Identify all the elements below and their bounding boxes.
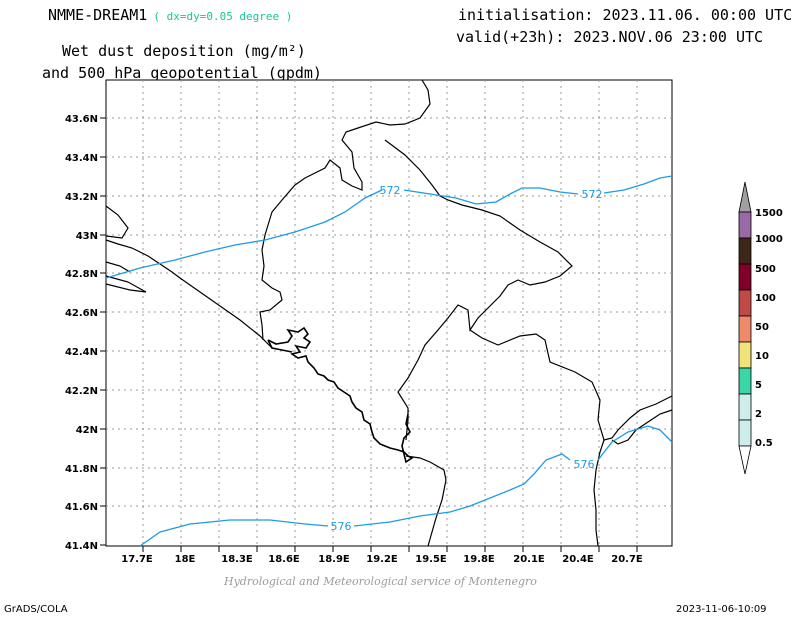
lat-label: 41.6N [65,502,98,513]
lat-label: 41.8N [65,464,98,475]
contour-label: 572 [582,188,603,201]
coastline [267,326,414,464]
initialisation-time: initialisation: 2023.11.06. 00:00 UTC [458,6,793,24]
legend-label: 5 [755,380,762,391]
lon-label: 19.5E [415,554,447,565]
legend-colorbar [738,181,752,475]
lon-label: 18.9E [318,554,350,565]
lon-label: 18.6E [268,554,300,565]
lat-label: 43.2N [65,192,98,203]
lat-label: 43.4N [65,153,98,164]
legend-swatch-top [738,181,752,213]
lat-label: 42.6N [65,308,98,319]
legend-swatch [738,393,752,421]
legend-label: 2 [755,409,762,420]
country-borders [105,79,673,547]
lat-label: 42N [76,425,98,436]
map-title-line1: Wet dust deposition (mg/m²) [62,42,306,60]
contour-label: 572 [380,184,401,197]
lat-label: 43.6N [65,114,98,125]
software-label: GrADS/COLA [4,604,68,615]
latitude-gridlines [106,117,672,507]
credit-text: Hydrological and Meteorological service … [224,575,537,588]
valid-time: valid(+23h): 2023.NOV.06 23:00 UTC [456,28,764,46]
contour-label: 576 [331,520,352,533]
legend-swatch-bottom [738,445,752,475]
timestamp-label: 2023-11-06-10:09 [676,604,767,615]
legend-swatch [738,237,752,265]
geopotential-contours [105,175,673,547]
map-frame [105,79,673,547]
lon-label: 18.3E [221,554,253,565]
lon-label: 19.2E [366,554,398,565]
legend-swatch [738,211,752,239]
legend-label: 50 [755,322,769,333]
lon-label: 20.4E [562,554,594,565]
legend-label: 1000 [755,234,783,245]
axis-ticks [100,117,638,552]
legend-swatch [738,289,752,317]
legend-swatch [738,341,752,369]
lon-label: 18E [175,554,196,565]
model-name: NMME-DREAM1 ( dx=dy=0.05 degree ) [48,6,292,24]
lon-label: 19.8E [463,554,495,565]
lat-label: 42.2N [65,386,98,397]
legend-label: 1500 [755,208,783,219]
model-title: NMME-DREAM1 [48,6,148,24]
lat-label: 43N [76,231,98,242]
resolution-note: ( dx=dy=0.05 degree ) [153,10,293,23]
contour-label: 576 [574,458,595,471]
legend-swatch [738,263,752,291]
lat-label: 42.4N [65,347,98,358]
map-title-line2: and 500 hPa geopotential (gpdm) [42,64,322,82]
legend-label: 500 [755,264,776,275]
legend-label: 100 [755,293,776,304]
legend-swatch [738,419,752,447]
legend-label: 0.5 [755,438,773,449]
lat-label: 42.8N [65,269,98,280]
legend-label: 10 [755,351,769,362]
lon-label: 20.7E [611,554,643,565]
legend-swatch [738,315,752,343]
legend-swatch [738,367,752,395]
lon-label: 17.7E [121,554,153,565]
lat-label: 41.4N [65,541,98,552]
lon-label: 20.1E [513,554,545,565]
